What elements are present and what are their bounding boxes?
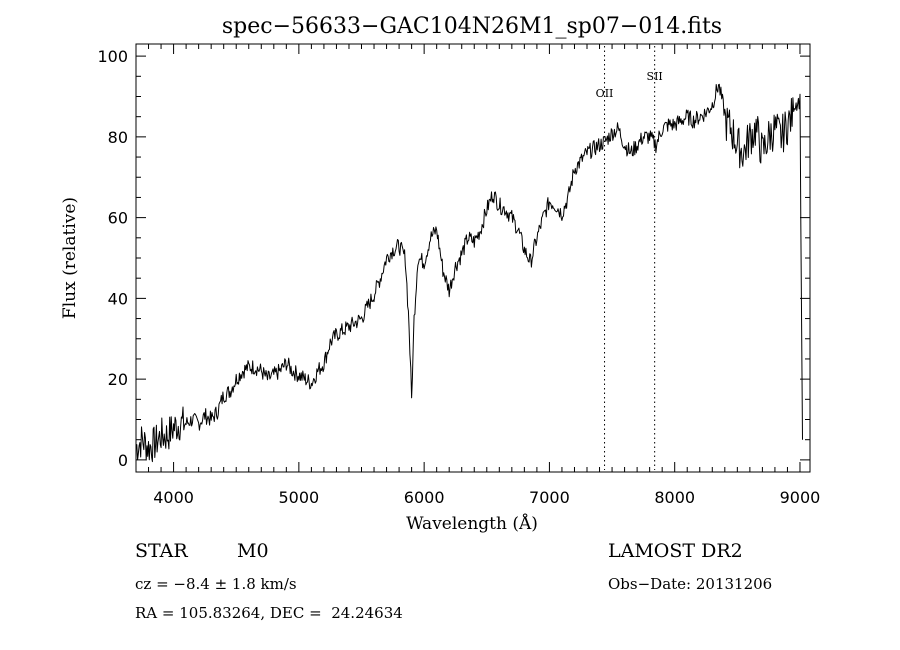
subclass-label: M0	[237, 540, 269, 562]
y-tick-label: 20	[108, 370, 128, 389]
y-tick-label: 40	[108, 289, 128, 308]
survey-label: LAMOST DR2	[608, 540, 743, 562]
line-label-oii: OII	[596, 87, 614, 100]
redshift-velocity-label: cz = −8.4 ± 1.8 km/s	[135, 575, 297, 593]
line-label-sii: SII	[647, 70, 663, 83]
plot-frame	[135, 43, 811, 473]
x-axis-label: Wavelength (Å)	[406, 513, 538, 534]
x-tick-label: 6000	[404, 488, 445, 507]
coordinates-label: RA = 105.83264, DEC = 24.24634	[135, 604, 403, 622]
x-tick-label: 8000	[654, 488, 695, 507]
x-tick-label: 9000	[780, 488, 821, 507]
spectrum-series-0	[135, 83, 803, 463]
y-tick-label: 60	[108, 209, 128, 228]
obs-date-label: Obs−Date: 20131206	[608, 575, 773, 593]
y-tick-label: 100	[97, 47, 128, 66]
x-tick-label: 7000	[529, 488, 570, 507]
plot-area: 4000 5000 6000 7000 8000 9000 0 20 40 60 80 100 OII S…	[97, 43, 821, 507]
y-tick-label: 0	[118, 451, 128, 470]
object-class-label: STAR	[135, 540, 188, 562]
x-tick-label: 4000	[153, 488, 194, 507]
y-axis-label: Flux (relative)	[60, 197, 80, 319]
y-tick-label: 80	[108, 128, 128, 147]
chart-title: spec−56633−GAC104N26M1_sp07−014.fits	[222, 14, 722, 39]
x-tick-label: 5000	[279, 488, 320, 507]
